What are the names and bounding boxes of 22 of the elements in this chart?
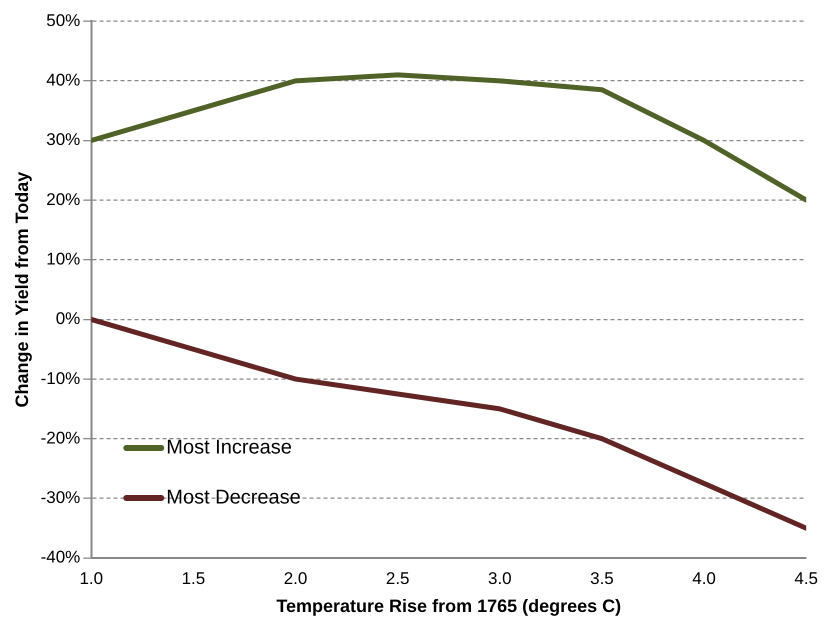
y-tick-label: 10% [46, 249, 80, 268]
x-tick-label: 3.5 [590, 568, 614, 588]
x-tick-label: 3.0 [488, 568, 512, 588]
x-axis-title: Temperature Rise from 1765 (degrees C) [276, 596, 622, 616]
x-tick-label: 1.0 [79, 568, 104, 588]
y-tick-label: 20% [46, 190, 80, 209]
y-tick-label: 50% [46, 10, 80, 30]
y-tick-label: -10% [40, 368, 80, 388]
y-tick-label: 30% [46, 130, 80, 150]
legend-label: Most Increase [166, 436, 292, 459]
y-tick-label: -40% [40, 548, 80, 567]
x-tick-label: 4.0 [692, 568, 716, 588]
x-tick-label: 1.5 [182, 568, 206, 588]
y-tick-label: 40% [46, 70, 80, 90]
y-axis-title: Change in Yield from Today [12, 172, 32, 408]
y-tick-label: 0% [56, 309, 80, 328]
x-tick-label: 4.5 [794, 568, 818, 588]
x-tick-label: 2.0 [284, 568, 308, 588]
y-tick-label: -20% [40, 428, 80, 448]
x-tick-label: 2.5 [386, 568, 410, 588]
y-tick-label: -30% [40, 488, 80, 508]
legend-label: Most Decrease [166, 486, 301, 509]
